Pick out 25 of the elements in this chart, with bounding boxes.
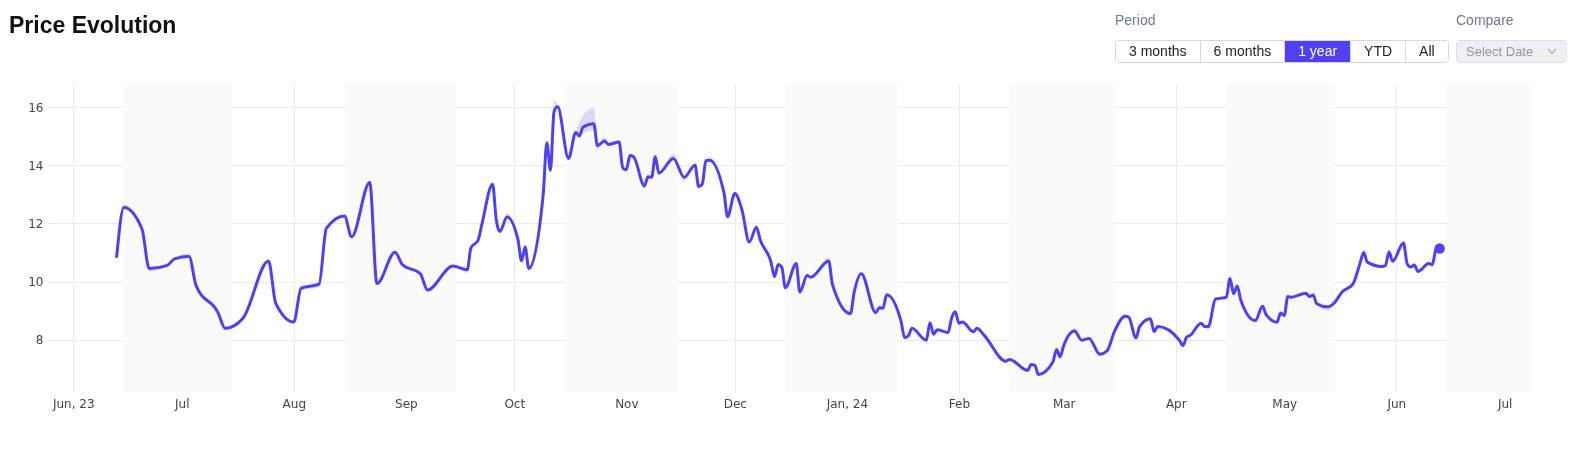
x-tick-label: Jul xyxy=(174,396,190,411)
x-tick-label: May xyxy=(1272,396,1298,411)
x-tick-label: Jul xyxy=(1496,396,1513,411)
y-tick-label: 16 xyxy=(28,100,44,115)
text: Compare xyxy=(1456,12,1514,28)
x-tick-label: Dec xyxy=(723,396,747,411)
period-button: 1 year xyxy=(1284,41,1351,62)
x-tick-label: Nov xyxy=(615,396,639,411)
period-button: All xyxy=(1405,41,1448,62)
y-tick-label: 14 xyxy=(28,158,44,173)
x-tick-label: Sep xyxy=(395,396,418,411)
chart-title: Price Evolution xyxy=(9,12,177,39)
y-tick-label: 12 xyxy=(28,216,44,231)
x-tick-label: Jan, 24 xyxy=(825,396,869,411)
x-tick-label: Jun, 23 xyxy=(51,396,95,411)
x-tick-label: Aug xyxy=(282,396,307,411)
x-tick-label: Oct xyxy=(504,396,526,411)
x-tick-label: Jun xyxy=(1386,396,1407,411)
y-tick-label: 10 xyxy=(28,275,44,290)
x-tick-label: Apr xyxy=(1165,396,1187,411)
x-tick-label: Mar xyxy=(1052,396,1076,411)
text: Period xyxy=(1115,12,1156,28)
x-tick-label: Feb xyxy=(948,396,971,411)
y-tick-label: 8 xyxy=(35,333,44,348)
date-select-field: Select Date xyxy=(1456,40,1567,63)
